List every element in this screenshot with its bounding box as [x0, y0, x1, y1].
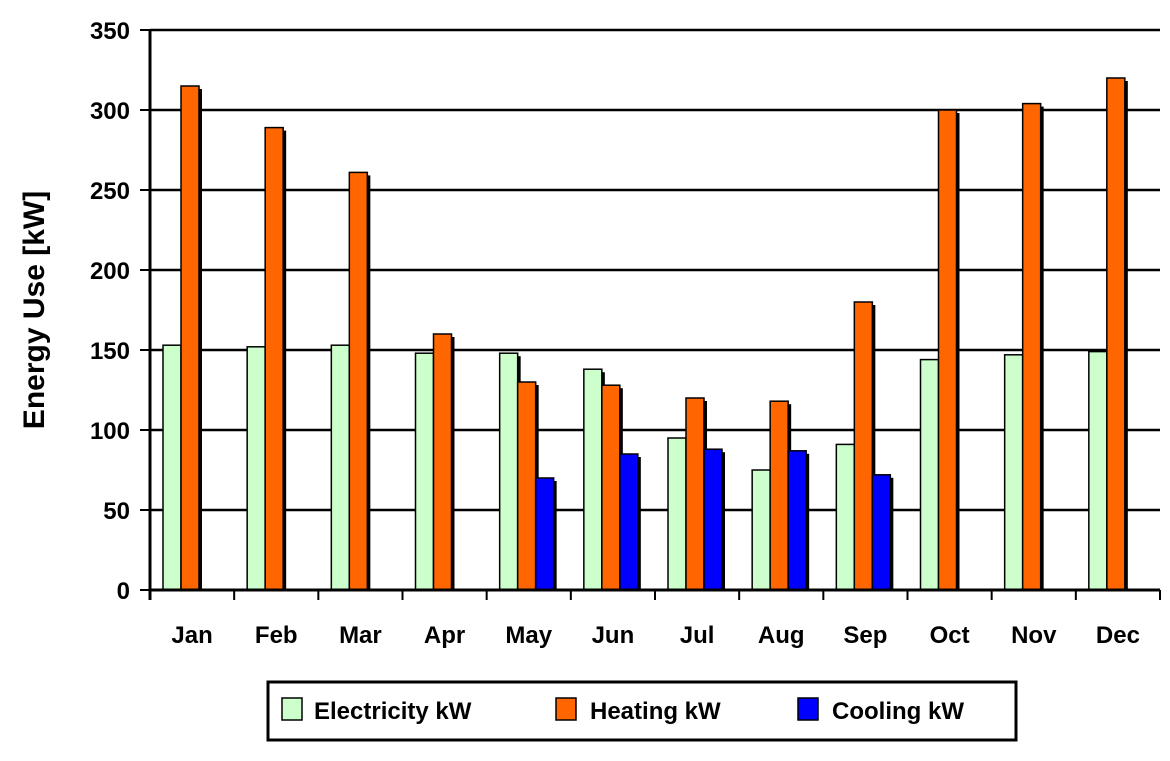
x-tick-label-nov: Nov [1011, 622, 1057, 649]
bar-feb-series-2 [264, 126, 284, 591]
bars [162, 77, 1128, 591]
bar-nov-series-2 [1021, 102, 1042, 591]
bar-may-series-1 [498, 352, 519, 591]
bar-mar-series-1 [330, 344, 351, 591]
x-tick-label-jan: Jan [171, 622, 212, 649]
legend-label-2: Heating kW [590, 698, 721, 725]
bar-jun-series-1 [583, 368, 603, 591]
y-tick-label: 200 [90, 258, 130, 285]
bar-jun-series-2 [601, 384, 621, 591]
x-tick-label-feb: Feb [255, 622, 298, 649]
x-tick-label-apr: Apr [424, 622, 465, 649]
bar-may-series-3 [534, 477, 555, 591]
y-tick-label: 250 [90, 178, 130, 205]
bar-aug-series-3 [787, 450, 807, 591]
y-tick-label: 150 [90, 338, 130, 365]
legend: Electricity kW Heating kW Cooling kW [266, 680, 1018, 742]
x-tick-label-jun: Jun [592, 622, 635, 649]
bar-jun-series-3 [619, 453, 639, 591]
bar-mar-series-2 [348, 171, 369, 591]
legend-swatch-3 [797, 697, 819, 721]
y-axis-title: Energy Use [kW] [18, 191, 51, 429]
bar-nov-series-1 [1003, 354, 1024, 591]
x-tick-label-aug: Aug [758, 622, 805, 649]
y-tick-label: 0 [117, 578, 130, 605]
bar-aug-series-1 [751, 469, 771, 591]
axes: 0 50 100 150 200 250 300 350 Jan Feb Mar Apr May Jun J… [90, 18, 1161, 649]
x-tick-label-dec: Dec [1096, 622, 1140, 649]
bar-dec-series-1 [1088, 350, 1108, 591]
bar-sep-series-1 [835, 443, 856, 591]
x-tick-label-mar: Mar [339, 622, 382, 649]
legend-swatch-2 [555, 697, 577, 721]
legend-label-3: Cooling kW [832, 698, 964, 725]
bar-dec-series-2 [1106, 77, 1126, 591]
x-tick-label-jul: Jul [680, 622, 715, 649]
bar-sep-series-3 [871, 474, 892, 591]
y-tick-label: 350 [90, 18, 130, 45]
legend-label-1: Electricity kW [314, 698, 472, 725]
bar-feb-series-1 [246, 346, 266, 591]
legend-box [266, 680, 1018, 742]
bar-jan-series-2 [180, 85, 200, 591]
bar-jul-series-3 [703, 448, 723, 591]
y-axis-title-group: Energy Use [kW] [18, 191, 51, 429]
legend-swatch-1 [281, 697, 303, 721]
bar-oct-series-1 [919, 358, 940, 591]
bar-jul-series-2 [685, 397, 705, 591]
bar-may-series-2 [516, 381, 537, 591]
bar-apr-series-1 [414, 352, 435, 591]
bar-oct-series-2 [937, 109, 958, 591]
y-tick-label: 100 [90, 418, 130, 445]
bar-sep-series-2 [853, 301, 874, 591]
bar-aug-series-2 [769, 400, 789, 591]
x-tick-label-oct: Oct [930, 622, 970, 649]
bar-jan-series-1 [162, 344, 182, 591]
y-tick-label: 300 [90, 98, 130, 125]
y-tick-label: 50 [103, 498, 130, 525]
bar-jul-series-1 [667, 437, 687, 591]
x-tick-label-sep: Sep [843, 622, 887, 649]
gridlines [150, 28, 1160, 512]
x-tick-label-may: May [505, 622, 552, 649]
bar-apr-series-2 [432, 333, 453, 591]
